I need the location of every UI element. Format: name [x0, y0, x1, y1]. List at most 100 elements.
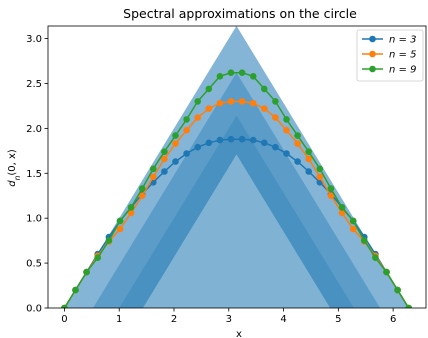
- data-point: [349, 217, 357, 225]
- data-point: [283, 116, 290, 123]
- data-point: [261, 139, 268, 147]
- data-point: [150, 173, 157, 181]
- legend-marker: [369, 35, 376, 43]
- data-point: [138, 185, 146, 192]
- legend-entry: n = 3: [389, 35, 416, 46]
- data-point: [61, 304, 68, 308]
- data-point: [172, 158, 179, 165]
- data-point: [349, 225, 357, 233]
- y-tick-label: 1.5: [26, 169, 42, 180]
- data-point: [305, 148, 313, 155]
- y-tick-label: 0.5: [26, 259, 42, 270]
- data-point: [227, 69, 235, 76]
- data-point: [138, 192, 146, 199]
- data-point: [305, 168, 313, 175]
- data-point: [238, 135, 246, 143]
- data-point: [161, 155, 168, 163]
- data-point: [172, 140, 179, 147]
- plot-area: [47, 25, 427, 309]
- data-point: [249, 73, 257, 80]
- data-point: [105, 237, 113, 244]
- band-1: [93, 72, 381, 308]
- data-point: [249, 136, 257, 144]
- data-point: [294, 140, 301, 147]
- data-point: [72, 286, 79, 294]
- data-point: [127, 209, 135, 217]
- data-point: [216, 73, 224, 80]
- data-point: [238, 69, 246, 76]
- data-point: [238, 98, 246, 105]
- y-axis: 0.0 0.5 1.0 1.5 2.0 2.5 3.0: [26, 34, 48, 315]
- x-tick-label: 4: [280, 314, 286, 325]
- x-tick-label: 3: [226, 314, 232, 325]
- data-point: [283, 126, 290, 134]
- data-point: [272, 114, 279, 121]
- data-point: [327, 185, 335, 192]
- data-point: [194, 143, 201, 151]
- y-tick-label: 1.0: [26, 214, 42, 225]
- data-point: [272, 98, 279, 105]
- legend-entry: n = 5: [389, 50, 416, 61]
- data-point: [294, 132, 301, 139]
- y-tick-label: 2.0: [26, 124, 42, 135]
- data-point: [305, 155, 313, 163]
- legend-marker: [369, 65, 376, 73]
- data-point: [161, 148, 168, 155]
- data-point: [183, 116, 190, 123]
- x-axis-label: x: [236, 329, 242, 338]
- data-point: [383, 268, 390, 276]
- plot-frame: [47, 25, 427, 309]
- x-tick-label: 1: [116, 314, 122, 325]
- legend-marker: [369, 50, 376, 58]
- data-point: [205, 139, 213, 147]
- data-point: [183, 150, 190, 157]
- y-tick-label: 0.0: [26, 304, 42, 315]
- data-point: [249, 99, 257, 107]
- data-point: [150, 165, 157, 173]
- x-tick-label: 5: [335, 314, 341, 325]
- data-point: [261, 85, 268, 93]
- x-tick-label: 0: [61, 314, 67, 325]
- band-0: [64, 26, 409, 308]
- chart-title: Spectral approximations on the circle: [123, 6, 357, 21]
- legend: n = 3 n = 5 n = 9: [356, 29, 424, 82]
- data-point: [405, 304, 412, 308]
- data-point: [216, 136, 224, 144]
- data-point: [316, 173, 324, 181]
- data-point: [216, 99, 224, 107]
- data-point: [361, 237, 368, 244]
- y-axis-label: dn(0, x): [7, 149, 22, 187]
- data-point: [272, 143, 279, 151]
- data-point: [327, 192, 335, 199]
- legend-entry: n = 9: [389, 65, 416, 76]
- y-tick-label: 3.0: [26, 34, 42, 45]
- x-axis: 0 1 2 3 4 5 6: [61, 308, 396, 325]
- data-point: [205, 105, 213, 112]
- data-point: [94, 254, 101, 261]
- data-point: [283, 150, 290, 157]
- data-point: [227, 98, 235, 105]
- data-point: [116, 217, 124, 225]
- data-point: [172, 132, 179, 139]
- band-2: [119, 115, 354, 308]
- data-point: [338, 209, 346, 217]
- data-point: [338, 204, 346, 211]
- data-point: [372, 254, 379, 261]
- band-3: [142, 154, 331, 308]
- x-tick-label: 2: [171, 314, 177, 325]
- data-point: [194, 114, 201, 121]
- data-point: [316, 165, 324, 173]
- data-point: [83, 268, 90, 276]
- data-point: [227, 135, 235, 143]
- data-point: [261, 105, 268, 112]
- data-point: [116, 225, 124, 233]
- data-point: [194, 98, 201, 105]
- data-point: [127, 204, 135, 211]
- x-tick-label: 6: [390, 314, 396, 325]
- data-point: [183, 126, 190, 134]
- y-tick-label: 2.5: [26, 79, 42, 90]
- data-point: [161, 168, 168, 175]
- data-point: [294, 158, 301, 165]
- data-point: [205, 85, 213, 93]
